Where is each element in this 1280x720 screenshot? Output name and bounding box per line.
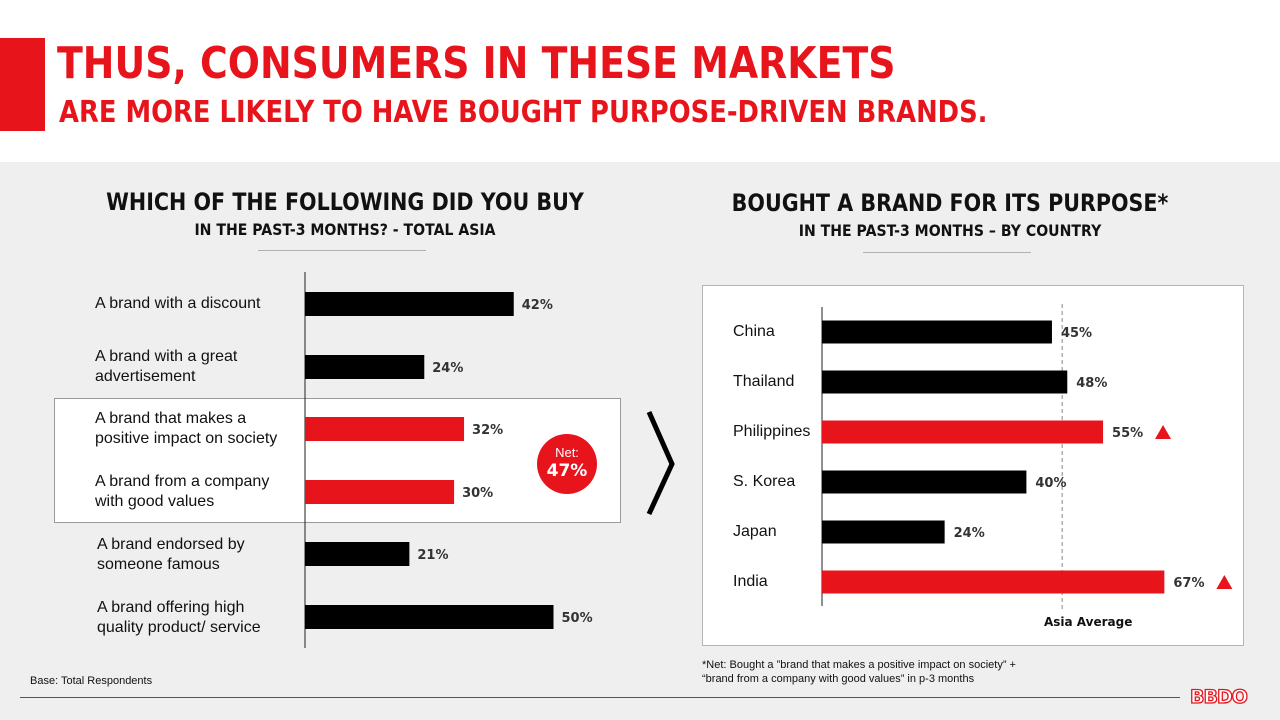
left-category-label-5: A brand offering high quality product/ se… bbox=[97, 598, 261, 638]
slide-title: THUS, CONSUMERS IN THESE MARKETS bbox=[57, 38, 896, 89]
left-category-label-line: positive impact on society bbox=[95, 430, 278, 447]
left-bar-value-label-0: 42% bbox=[522, 298, 553, 313]
left-bar-value-label-5: 50% bbox=[562, 611, 593, 626]
left-bar-value-label-1: 24% bbox=[432, 361, 463, 376]
left-category-label-line: A brand from a company bbox=[95, 473, 270, 490]
right-bar-1 bbox=[822, 370, 1068, 394]
net-badge-label: Net: bbox=[555, 445, 579, 460]
up-triangle-icon bbox=[1216, 575, 1233, 589]
left-category-label-line: A brand offering high bbox=[97, 599, 245, 616]
right-bar-value-label-2: 55% bbox=[1112, 426, 1143, 441]
slide-header: THUS, CONSUMERS IN THESE MARKETS ARE MOR… bbox=[0, 0, 1280, 162]
up-triangle-icon bbox=[1155, 425, 1172, 439]
right-bar-0 bbox=[822, 320, 1052, 344]
left-bar-2 bbox=[305, 417, 465, 441]
footer-rule bbox=[20, 697, 1180, 698]
country-label-5: India bbox=[733, 573, 768, 590]
right-bar-4 bbox=[822, 520, 945, 544]
chevron-right-icon bbox=[646, 410, 675, 516]
country-label-3: S. Korea bbox=[733, 473, 796, 490]
left-bar-1 bbox=[305, 355, 425, 379]
net-footnote-line1: *Net: Bought a ”brand that makes a posit… bbox=[702, 659, 1016, 671]
left-category-label-line: A brand with a great bbox=[95, 348, 238, 365]
left-category-label-2: A brand that makes a positive impact on s… bbox=[95, 409, 277, 449]
country-label-2: Philippines bbox=[733, 423, 811, 440]
country-label-1: Thailand bbox=[733, 373, 795, 390]
right-chart-title: BOUGHT A BRAND FOR ITS PURPOSE* bbox=[731, 189, 1169, 217]
left-category-label-line: quality product/ service bbox=[97, 619, 261, 636]
right-bar-2 bbox=[822, 420, 1104, 444]
right-chart-divider bbox=[863, 252, 1031, 253]
net-footnote-line2: “brand from a company with good values” … bbox=[702, 673, 975, 685]
left-chart-divider bbox=[258, 250, 426, 251]
left-category-label-line: with good values bbox=[95, 493, 215, 510]
left-category-label-line: A brand that makes a bbox=[95, 410, 247, 427]
left-category-label-line: someone famous bbox=[97, 556, 220, 573]
net-badge: Net: 47% bbox=[537, 434, 597, 494]
left-category-label-line: A brand with a discount bbox=[95, 295, 261, 312]
left-bar-3 bbox=[305, 480, 455, 504]
base-footnote: Base: Total Respondents bbox=[30, 675, 153, 687]
left-category-label-line: advertisement bbox=[95, 368, 196, 385]
left-chart-subtitle: IN THE PAST-3 MONTHS? - TOTAL ASIA bbox=[194, 220, 496, 239]
left-bar-5 bbox=[305, 605, 554, 629]
country-label-0: China bbox=[733, 323, 775, 340]
left-chart-title: WHICH OF THE FOLLOWING DID YOU BUY bbox=[106, 188, 584, 216]
left-category-label-line: A brand endorsed by bbox=[97, 536, 245, 553]
right-bar-value-label-0: 45% bbox=[1061, 326, 1092, 341]
right-bar-value-label-5: 67% bbox=[1173, 576, 1204, 591]
right-bar-5 bbox=[822, 570, 1165, 594]
slide-subtitle: ARE MORE LIKELY TO HAVE BOUGHT PURPOSE-D… bbox=[59, 95, 988, 130]
brand-logo: BBDO bbox=[1189, 685, 1248, 708]
asia-average-label: Asia Average bbox=[1044, 615, 1132, 629]
right-bar-value-label-1: 48% bbox=[1076, 376, 1107, 391]
right-bar-3 bbox=[822, 470, 1027, 494]
left-bar-0 bbox=[305, 292, 514, 316]
country-label-4: Japan bbox=[733, 523, 777, 540]
left-bar-4 bbox=[305, 542, 410, 566]
left-bar-value-label-4: 21% bbox=[417, 548, 448, 563]
right-bar-value-label-3: 40% bbox=[1035, 476, 1066, 491]
left-category-label-0: A brand with a discount bbox=[95, 294, 260, 314]
left-bar-value-label-2: 32% bbox=[472, 423, 503, 438]
red-accent-tab bbox=[0, 38, 45, 131]
right-chart-subtitle: IN THE PAST-3 MONTHS – BY COUNTRY bbox=[798, 221, 1102, 240]
left-bar-value-label-3: 30% bbox=[462, 486, 493, 501]
net-badge-value: 47% bbox=[546, 461, 588, 481]
right-bar-value-label-4: 24% bbox=[954, 526, 985, 541]
left-category-label-1: A brand with a great advertisement bbox=[95, 347, 237, 387]
left-category-label-3: A brand from a company with good values bbox=[95, 472, 269, 512]
left-category-label-4: A brand endorsed by someone famous bbox=[97, 535, 245, 575]
